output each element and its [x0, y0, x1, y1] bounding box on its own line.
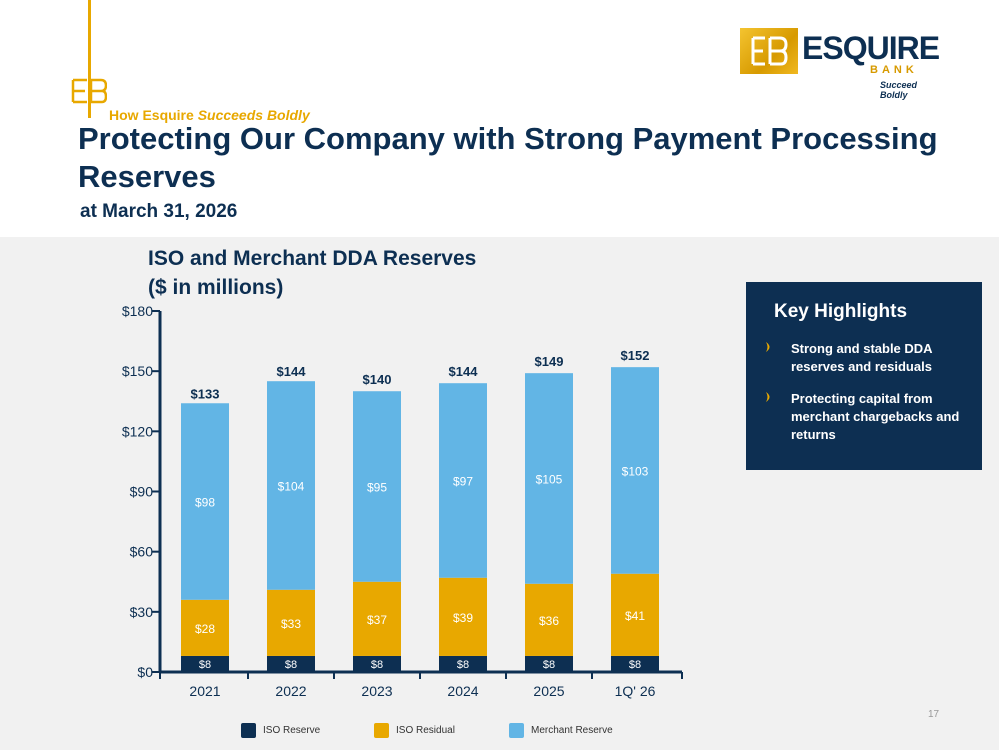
bar-segment	[439, 383, 487, 578]
segment-label: $103	[622, 464, 649, 478]
legend-swatch	[374, 723, 389, 738]
legend-swatch	[241, 723, 256, 738]
chart-title: ISO and Merchant DDA Reserves ($ in mill…	[148, 244, 476, 302]
segment-label: $95	[367, 480, 387, 494]
key-highlights-box: Key Highlights Strong and stable DDA res…	[746, 282, 982, 470]
bar-segment	[611, 367, 659, 574]
total-label: $140	[363, 372, 392, 387]
bar-segment	[267, 655, 315, 672]
y-tick-label: $180	[122, 303, 153, 319]
header-accent-line	[88, 0, 91, 118]
highlight-item: Strong and stable DDA reserves and resid…	[791, 341, 933, 374]
y-tick-label: $150	[122, 363, 153, 379]
logo-tagline: Succeed Boldly	[880, 80, 918, 100]
segment-label: $8	[457, 659, 469, 671]
segment-label: $8	[629, 659, 641, 671]
segment-label: $98	[195, 496, 215, 510]
y-tick-label: $30	[130, 604, 154, 620]
segment-label: $8	[371, 659, 383, 671]
bar-segment	[353, 581, 401, 656]
bar-segment	[611, 573, 659, 656]
bar-segment	[353, 391, 401, 582]
bullet-icon	[766, 342, 770, 352]
total-label: $144	[449, 364, 479, 379]
segment-label: $8	[285, 659, 297, 671]
legend-label: Merchant Reserve	[531, 725, 613, 736]
tagline-italic: Succeeds Boldly	[197, 107, 310, 123]
total-label: $149	[535, 354, 564, 369]
header-tagline: How Esquire Succeeds Boldly	[109, 107, 310, 123]
x-tick-label: 2021	[189, 683, 220, 699]
total-label: $133	[191, 386, 220, 401]
bar-segment	[267, 381, 315, 590]
bar-segment	[439, 577, 487, 656]
x-tick-label: 2023	[361, 683, 392, 699]
esquire-bank-logo: ESQUIRE BANK Succeed Boldly	[740, 28, 940, 100]
eb-monogram-icon	[71, 78, 107, 104]
segment-label: $41	[625, 609, 645, 623]
segment-label: $8	[199, 659, 211, 671]
segment-label: $105	[536, 472, 563, 486]
bar-segment	[353, 655, 401, 672]
bar-segment	[611, 655, 659, 672]
bar-segment	[525, 655, 573, 672]
bar-segment	[525, 583, 573, 656]
y-tick-label: $120	[122, 423, 153, 439]
y-tick-label: $90	[130, 484, 154, 500]
bar-segment	[181, 403, 229, 600]
segment-label: $37	[367, 613, 387, 627]
bar-segment	[181, 655, 229, 672]
bar-segment	[439, 655, 487, 672]
segment-label: $8	[543, 659, 555, 671]
page-title: Protecting Our Company with Strong Payme…	[78, 121, 938, 194]
x-tick-label: 1Q' 26	[615, 683, 656, 699]
highlight-item: Protecting capital from merchant chargeb…	[791, 391, 960, 442]
bar-segment	[525, 373, 573, 584]
chart-title-line2: ($ in millions)	[148, 276, 284, 299]
segment-label: $39	[453, 611, 473, 625]
page-number: 17	[928, 709, 940, 720]
bar-segment	[267, 589, 315, 656]
total-label: $152	[621, 348, 650, 363]
x-tick-label: 2022	[275, 683, 306, 699]
highlights-title: Key Highlights	[774, 301, 908, 322]
segment-label: $97	[453, 474, 473, 488]
page-subtitle: at March 31, 2026	[80, 201, 238, 222]
legend-label: ISO Reserve	[263, 725, 321, 736]
y-tick-label: $0	[137, 664, 153, 680]
legend-label: ISO Residual	[396, 725, 455, 736]
logo-bank: BANK	[870, 64, 918, 76]
bar-segment	[181, 599, 229, 656]
segment-label: $36	[539, 614, 559, 628]
chart-title-line1: ISO and Merchant DDA Reserves	[148, 247, 477, 270]
segment-label: $28	[195, 622, 215, 636]
segment-label: $104	[278, 479, 305, 493]
bullet-icon	[766, 392, 770, 402]
logo-emblem	[740, 28, 798, 74]
y-tick-label: $60	[130, 544, 154, 560]
segment-label: $33	[281, 617, 301, 631]
logo-eb-icon	[751, 36, 788, 66]
tagline-prefix: How Esquire	[109, 107, 194, 123]
x-tick-label: 2025	[533, 683, 564, 699]
x-tick-label: 2024	[447, 683, 478, 699]
legend-swatch	[509, 723, 524, 738]
total-label: $144	[277, 364, 307, 379]
logo-name: ESQUIRE	[802, 30, 940, 66]
